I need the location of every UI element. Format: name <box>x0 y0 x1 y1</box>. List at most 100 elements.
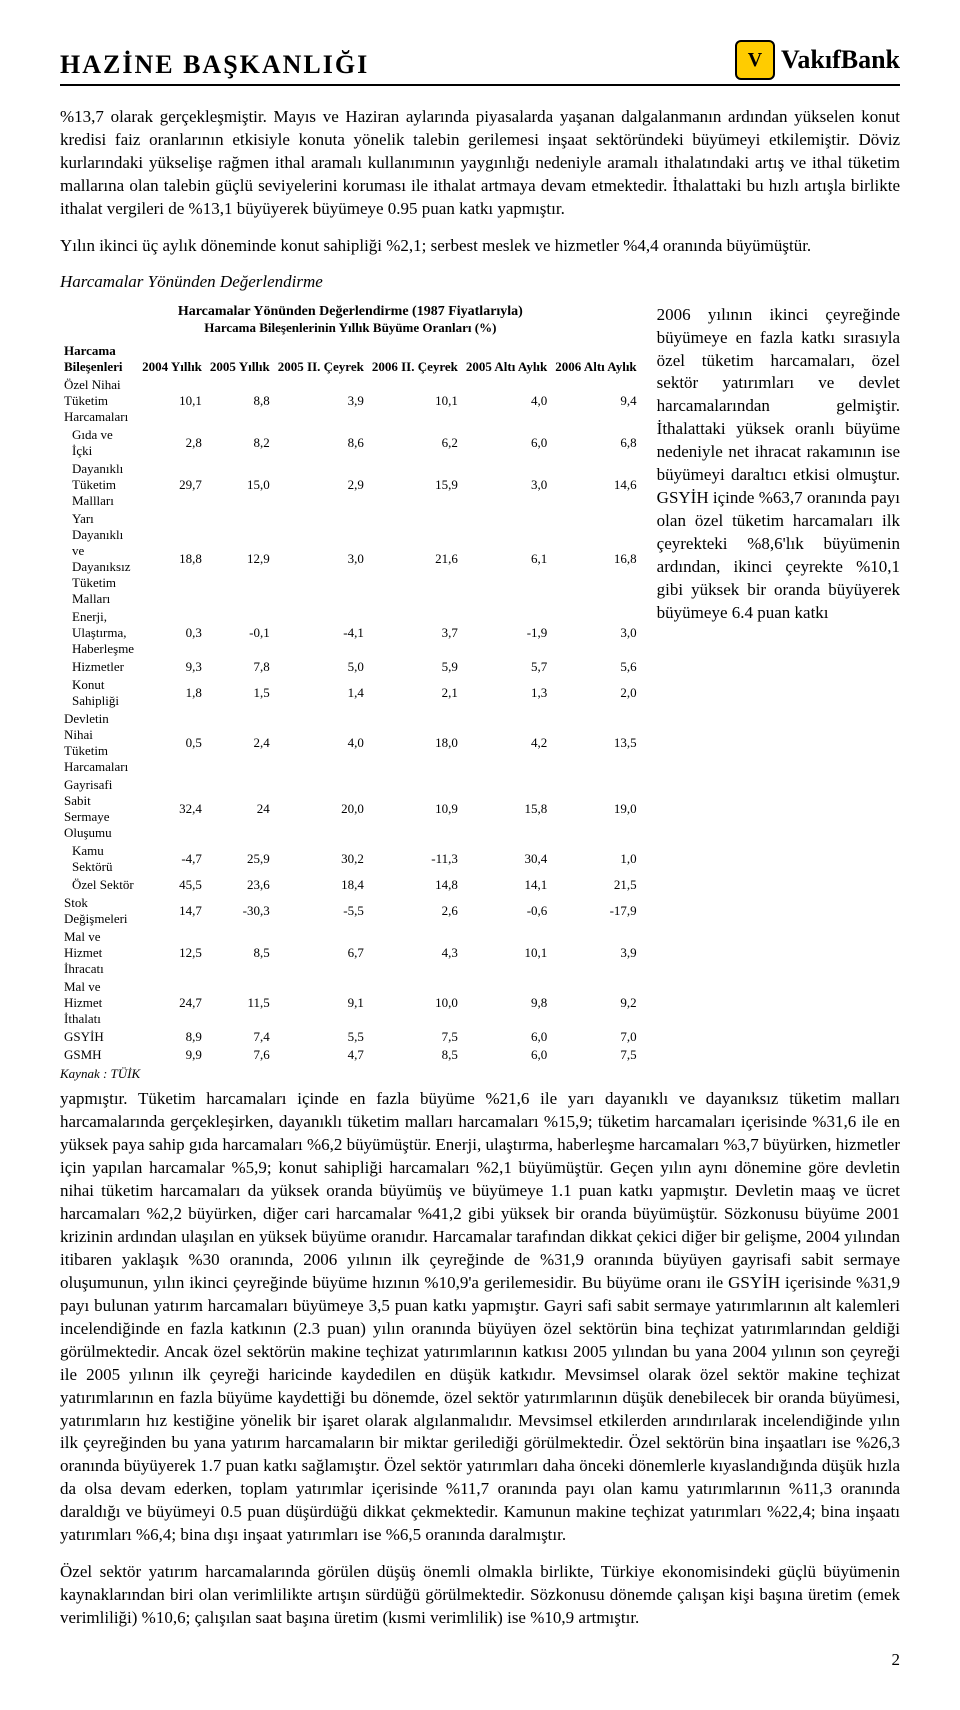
col-4: 2005 Altı Aylık <box>462 342 551 376</box>
cell: 1,5 <box>206 676 274 710</box>
cell: 6,7 <box>274 928 368 978</box>
table-row: Mal ve Hizmet İhracatı12,58,56,74,310,13… <box>60 928 641 978</box>
cell: 21,5 <box>551 876 640 894</box>
cell: 8,5 <box>206 928 274 978</box>
page-header: HAZİNE BAŞKANLIĞI V VakıfBank <box>60 40 900 86</box>
cell: 18,0 <box>368 710 462 776</box>
cell: -1,9 <box>462 608 551 658</box>
two-column-region: Harcamalar Yönünden Değerlendirme (1987 … <box>60 304 900 1083</box>
cell: 3,0 <box>551 608 640 658</box>
row-label: Dayanıklı Tüketim Mallları <box>60 460 138 510</box>
cell: -0,1 <box>206 608 274 658</box>
data-table: Harcama Bileşenleri 2004 Yıllık 2005 Yıl… <box>60 342 641 1064</box>
row-label: Mal ve Hizmet İhracatı <box>60 928 138 978</box>
cell: 7,4 <box>206 1028 274 1046</box>
cell: 8,9 <box>138 1028 206 1046</box>
col-3: 2006 II. Çeyrek <box>368 342 462 376</box>
cell: 2,0 <box>551 676 640 710</box>
table-row: Özel Nihai Tüketim Harcamaları10,18,83,9… <box>60 376 641 426</box>
row-label: GSYİH <box>60 1028 138 1046</box>
cell: 32,4 <box>138 776 206 842</box>
cell: 10,1 <box>138 376 206 426</box>
table-head: Harcama Bileşenleri 2004 Yıllık 2005 Yıl… <box>60 342 641 376</box>
cell: 5,7 <box>462 658 551 676</box>
header-title: HAZİNE BAŞKANLIĞI <box>60 50 369 80</box>
cell: 1,4 <box>274 676 368 710</box>
cell: 14,8 <box>368 876 462 894</box>
row-label: Stok Değişmeleri <box>60 894 138 928</box>
brand-logo-icon: V <box>735 40 775 80</box>
cell: 4,0 <box>462 376 551 426</box>
cell: 10,9 <box>368 776 462 842</box>
cell: 6,0 <box>462 1046 551 1064</box>
cell: 1,0 <box>551 842 640 876</box>
row-label: Özel Nihai Tüketim Harcamaları <box>60 376 138 426</box>
cell: -17,9 <box>551 894 640 928</box>
cell: 14,7 <box>138 894 206 928</box>
cell: 13,5 <box>551 710 640 776</box>
col-1: 2005 Yıllık <box>206 342 274 376</box>
cell: 18,4 <box>274 876 368 894</box>
cell: 2,6 <box>368 894 462 928</box>
cell: 10,1 <box>368 376 462 426</box>
cell: 24,7 <box>138 978 206 1028</box>
row-label: Gayrisafi Sabit Sermaye Oluşumu <box>60 776 138 842</box>
cell: 6,1 <box>462 510 551 608</box>
paragraph-2: Yılın ikinci üç aylık döneminde konut sa… <box>60 235 900 258</box>
page: HAZİNE BAŞKANLIĞI V VakıfBank %13,7 olar… <box>0 0 960 1710</box>
table-row: Gayrisafi Sabit Sermaye Oluşumu32,42420,… <box>60 776 641 842</box>
cell: 5,5 <box>274 1028 368 1046</box>
cell: 14,1 <box>462 876 551 894</box>
cell: -5,5 <box>274 894 368 928</box>
cell: 2,1 <box>368 676 462 710</box>
cell: 6,0 <box>462 1028 551 1046</box>
cell: 3,9 <box>274 376 368 426</box>
cell: 2,8 <box>138 426 206 460</box>
section-subtitle: Harcamalar Yönünden Değerlendirme <box>60 272 900 292</box>
table-row: Hizmetler9,37,85,05,95,75,6 <box>60 658 641 676</box>
cell: 25,9 <box>206 842 274 876</box>
cell: 45,5 <box>138 876 206 894</box>
cell: -4,1 <box>274 608 368 658</box>
row-label: Yarı Dayanıklı ve Dayanıksız Tüketim Mal… <box>60 510 138 608</box>
row-label: GSMH <box>60 1046 138 1064</box>
cell: 14,6 <box>551 460 640 510</box>
table-row: Mal ve Hizmet İthalatı24,711,59,110,09,8… <box>60 978 641 1028</box>
cell: 0,3 <box>138 608 206 658</box>
cell: 4,7 <box>274 1046 368 1064</box>
row-label: Özel Sektör <box>60 876 138 894</box>
cell: 5,6 <box>551 658 640 676</box>
cell: 7,8 <box>206 658 274 676</box>
cell: 7,6 <box>206 1046 274 1064</box>
table-source: Kaynak : TÜİK <box>60 1066 641 1082</box>
col-2: 2005 II. Çeyrek <box>274 342 368 376</box>
cell: 4,3 <box>368 928 462 978</box>
table-body: Özel Nihai Tüketim Harcamaları10,18,83,9… <box>60 376 641 1064</box>
paragraph-3: Özel sektör yatırım harcamalarında görül… <box>60 1561 900 1630</box>
cell: 24 <box>206 776 274 842</box>
cell: 15,9 <box>368 460 462 510</box>
cell: 2,9 <box>274 460 368 510</box>
cell: 4,2 <box>462 710 551 776</box>
cell: 4,0 <box>274 710 368 776</box>
cell: 9,3 <box>138 658 206 676</box>
cell: 15,8 <box>462 776 551 842</box>
table-row: Yarı Dayanıklı ve Dayanıksız Tüketim Mal… <box>60 510 641 608</box>
cell: 9,4 <box>551 376 640 426</box>
cell: 10,1 <box>462 928 551 978</box>
cell: 21,6 <box>368 510 462 608</box>
cell: -0,6 <box>462 894 551 928</box>
cell: 15,0 <box>206 460 274 510</box>
cell: 30,2 <box>274 842 368 876</box>
table-container: Harcamalar Yönünden Değerlendirme (1987 … <box>60 304 641 1083</box>
row-label: Devletin Nihai Tüketim Harcamaları <box>60 710 138 776</box>
table-row: Gıda ve İçki2,88,28,66,26,06,8 <box>60 426 641 460</box>
col-label: Harcama Bileşenleri <box>60 342 138 376</box>
cell: 0,5 <box>138 710 206 776</box>
page-number: 2 <box>60 1650 900 1670</box>
cell: 6,8 <box>551 426 640 460</box>
cell: 1,3 <box>462 676 551 710</box>
paragraph-1: %13,7 olarak gerçekleşmiştir. Mayıs ve H… <box>60 106 900 221</box>
cell: -30,3 <box>206 894 274 928</box>
table-row: GSMH9,97,64,78,56,07,5 <box>60 1046 641 1064</box>
